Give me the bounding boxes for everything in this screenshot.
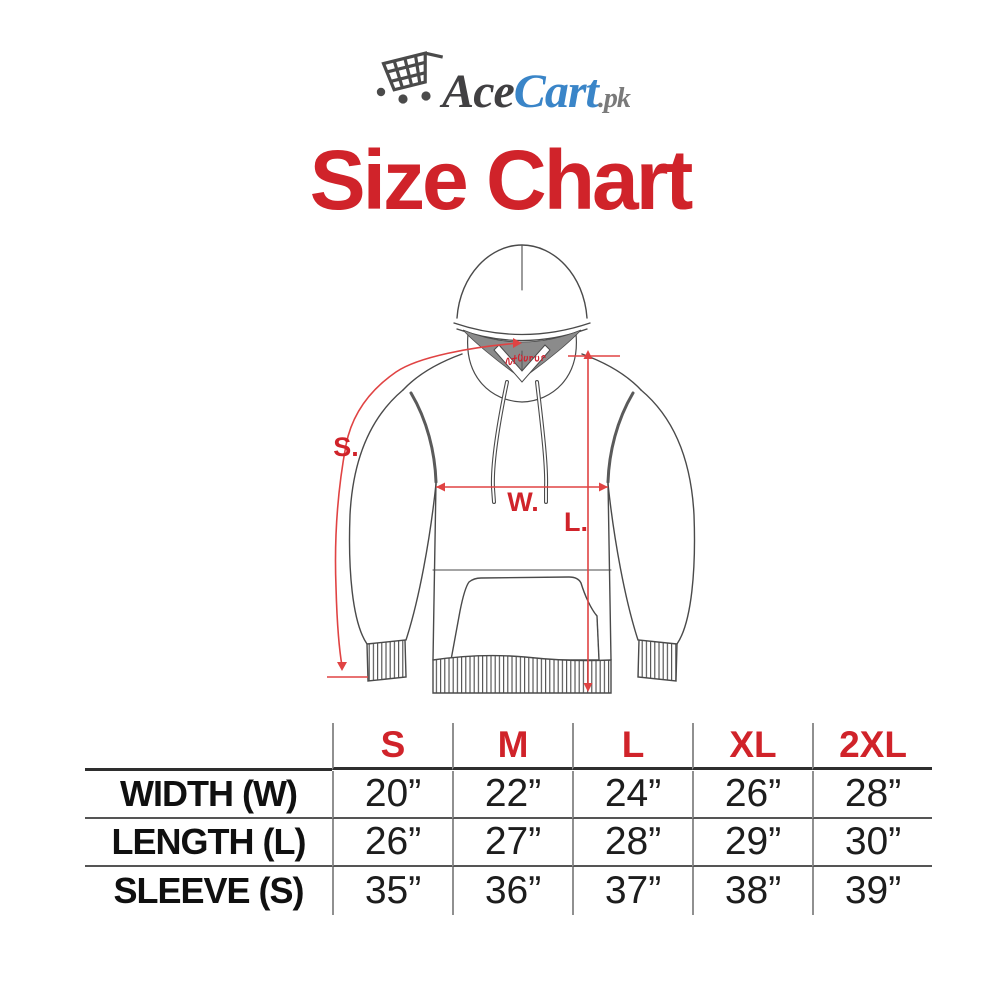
measurement-lines <box>327 342 620 688</box>
page-title: Size Chart <box>309 133 694 227</box>
sleeve-measure-line <box>334 342 521 667</box>
arrowheads <box>337 338 608 692</box>
brand-tld: .pk <box>597 83 631 114</box>
hoodie-outline <box>348 244 696 694</box>
sleeve-m: 36” <box>452 867 572 915</box>
row-label-sleeve: SLEEVE (S) <box>113 870 304 911</box>
hood <box>456 244 588 319</box>
sleeve-l: 37” <box>572 867 692 915</box>
row-label-length: LENGTH (L) <box>85 819 332 867</box>
width-xl: 26” <box>692 771 812 819</box>
row-label-width: WIDTH (W) <box>85 771 332 819</box>
column-header-2xl: 2XL <box>812 723 932 770</box>
sleeve-s: 35” <box>332 867 452 915</box>
length-m: 27” <box>452 819 572 867</box>
width-label: W. <box>507 487 539 517</box>
length-label: L. <box>564 507 588 537</box>
column-header-m: M <box>452 723 572 770</box>
left-sleeve <box>348 389 404 645</box>
length-2xl: 30” <box>812 819 932 867</box>
kangaroo-pocket <box>450 576 600 661</box>
left-drawstring <box>490 380 509 504</box>
brand-signature-mark <box>505 353 546 366</box>
length-s: 26” <box>332 819 452 867</box>
column-header-s: S <box>332 723 452 770</box>
body-left-edge <box>432 481 437 661</box>
size-chart-table: S M L XL 2XL WIDTH (W) 20” 22” 24” 26” 2… <box>85 723 932 915</box>
column-header-xl: XL <box>692 723 812 770</box>
column-header-l: L <box>572 723 692 770</box>
sleeve-2xl: 39” <box>812 867 932 915</box>
brand-logo: AceCart.pk <box>0 40 1000 116</box>
length-xl: 29” <box>692 819 812 867</box>
body-right-edge <box>607 481 612 661</box>
width-l: 24” <box>572 771 692 819</box>
brand-prefix: Ace <box>442 65 515 118</box>
hem-ribbing <box>432 654 612 694</box>
brand-wordmark: AceCart.pk <box>442 65 631 118</box>
width-2xl: 28” <box>812 771 932 819</box>
shopping-cart-icon <box>376 51 444 104</box>
length-l: 28” <box>572 819 692 867</box>
width-m: 22” <box>452 771 572 819</box>
sleeve-xl: 38” <box>692 867 812 915</box>
right-sleeve <box>640 389 696 645</box>
right-cuff <box>637 639 678 682</box>
brand-suffix: Cart <box>513 65 599 118</box>
sleeve-label: S. <box>333 432 359 462</box>
hoodie-measurement-diagram: S. W. L. <box>327 244 696 694</box>
left-cuff <box>366 639 407 682</box>
corner-cell <box>85 723 332 771</box>
width-s: 20” <box>332 771 452 819</box>
